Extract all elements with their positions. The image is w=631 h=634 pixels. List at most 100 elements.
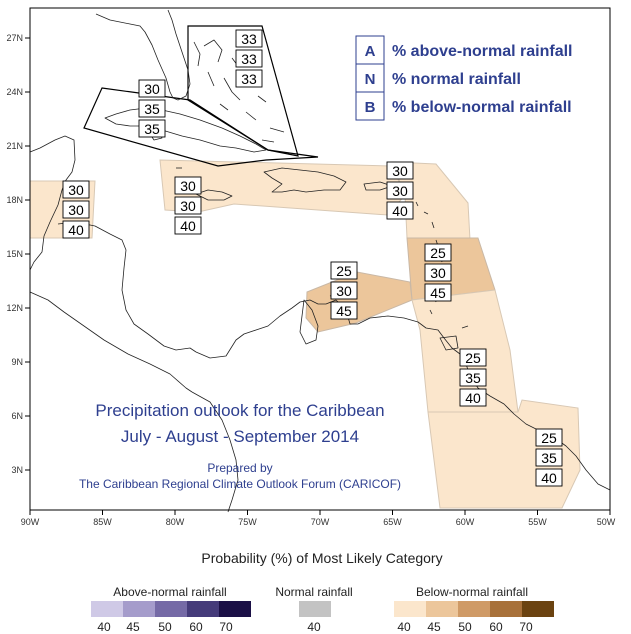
lon-label: 55W — [528, 517, 547, 527]
key-below-swatch — [426, 601, 458, 617]
key-below-swatch — [522, 601, 554, 617]
prob-below: 40 — [541, 470, 557, 486]
legend-letter-above: A — [365, 43, 376, 60]
lat-label: 3N — [11, 465, 23, 475]
key-below-swatch — [458, 601, 490, 617]
island-tobago — [461, 325, 469, 329]
islands-bahamas — [193, 39, 285, 143]
prob-above: 30 — [180, 178, 196, 194]
key-above-value: 45 — [126, 620, 140, 634]
legend-text-below: % below-normal rainfall — [392, 99, 572, 116]
coast-florida — [95, 9, 191, 101]
coast-honduras — [57, 221, 197, 353]
prob-above: 30 — [68, 182, 84, 198]
prob-normal: 30 — [180, 198, 196, 214]
prob-box-leeward: 25 30 45 — [424, 243, 452, 302]
key-normal-swatch — [299, 601, 331, 617]
prob-box-belize: 30 30 40 — [62, 180, 90, 239]
lat-label: 27N — [6, 33, 23, 43]
key-below-swatch — [394, 601, 426, 617]
key-normal: Normal rainfall 40 — [275, 585, 352, 634]
island-hispaniola — [263, 167, 347, 193]
prob-above: 33 — [241, 31, 257, 47]
legend-letter-below: B — [365, 99, 376, 116]
key-below-swatch — [490, 601, 522, 617]
island-jamaica — [195, 189, 233, 201]
prob-below: 40 — [392, 203, 408, 219]
lon-label: 90W — [21, 517, 40, 527]
lat-label: 24N — [6, 87, 23, 97]
key-above-value: 50 — [158, 620, 172, 634]
lat-label: 9N — [11, 357, 23, 367]
prob-above: 25 — [541, 430, 557, 446]
key-title: Probability (%) of Most Likely Category — [201, 550, 442, 566]
prob-box-guianas: 25 35 40 — [535, 428, 563, 487]
key-below: Below-normal rainfall 40 45 50 60 70 — [394, 585, 554, 634]
key-above-value: 40 — [97, 620, 111, 634]
legend-letter-normal: N — [365, 71, 376, 88]
key-below-value: 60 — [489, 620, 503, 634]
prob-normal: 30 — [430, 265, 446, 281]
zone-abc-islands — [305, 271, 413, 333]
prob-box-cuba: 30 35 35 — [138, 79, 166, 138]
key-below-value: 45 — [427, 620, 441, 634]
lake-maracaibo — [299, 299, 319, 345]
lon-label: 50W — [597, 517, 616, 527]
key-above: Above-normal rainfall 40 45 50 60 70 — [91, 585, 251, 634]
key-above-value: 60 — [189, 620, 203, 634]
lon-label: 75W — [238, 517, 257, 527]
map-title-line1: Precipitation outlook for the Caribbean — [95, 401, 384, 420]
key-normal-value: 40 — [307, 620, 321, 634]
prob-box-abc-islands: 25 30 45 — [330, 261, 358, 320]
coast-pacific — [29, 291, 193, 393]
legend-text-above: % above-normal rainfall — [392, 43, 573, 60]
island-trinidad — [439, 335, 459, 351]
key-above-swatch — [155, 601, 187, 617]
key-above-swatch — [91, 601, 123, 617]
prob-normal: 35 — [144, 101, 160, 117]
lat-label: 18N — [6, 195, 23, 205]
legend-text-normal: % normal rainfall — [392, 71, 521, 88]
prob-normal: 35 — [541, 450, 557, 466]
prob-box-bahamas: 33 33 33 — [235, 29, 263, 88]
prob-below: 40 — [465, 390, 481, 406]
credit-line2: The Caribbean Regional Climate Outlook F… — [79, 477, 401, 491]
prob-box-jamaica: 30 30 40 — [174, 176, 202, 235]
prob-below: 35 — [144, 121, 160, 137]
prob-above: 30 — [144, 81, 160, 97]
key-below-label: Below-normal rainfall — [416, 585, 528, 599]
lat-label: 6N — [11, 411, 23, 421]
map-title-line2: July - August - September 2014 — [121, 427, 359, 446]
prob-normal: 35 — [465, 370, 481, 386]
key-below-value: 70 — [519, 620, 533, 634]
prob-box-trinidad: 25 35 40 — [459, 348, 487, 407]
lat-label: 15N — [6, 249, 23, 259]
coast-colombia-pacific — [191, 391, 239, 513]
prob-below: 33 — [241, 71, 257, 87]
prob-below: 45 — [430, 285, 446, 301]
prob-below: 40 — [68, 222, 84, 238]
zone-cuba — [83, 87, 319, 167]
key-above-value: 70 — [219, 620, 233, 634]
lon-label: 65W — [383, 517, 402, 527]
key-above-label: Above-normal rainfall — [113, 585, 226, 599]
credit-line1: Prepared by — [207, 461, 272, 475]
lon-labels: 90W 85W 80W 75W 70W 65W 60W 55W 50W — [21, 517, 616, 527]
key-above-swatch — [123, 601, 155, 617]
lat-label: 21N — [6, 141, 23, 151]
prob-normal: 33 — [241, 51, 257, 67]
prob-above: 25 — [336, 263, 352, 279]
key-above-swatch — [219, 601, 251, 617]
prob-box-puerto-rico: 30 30 40 — [386, 161, 414, 220]
prob-above: 30 — [392, 163, 408, 179]
coast-yucatan — [29, 135, 76, 271]
prob-above: 25 — [465, 350, 481, 366]
key-above-swatch — [187, 601, 219, 617]
lon-label: 80W — [166, 517, 185, 527]
lon-label: 70W — [311, 517, 330, 527]
key-below-value: 50 — [458, 620, 472, 634]
map-ticks — [25, 37, 611, 515]
prob-below: 45 — [336, 303, 352, 319]
prob-normal: 30 — [336, 283, 352, 299]
